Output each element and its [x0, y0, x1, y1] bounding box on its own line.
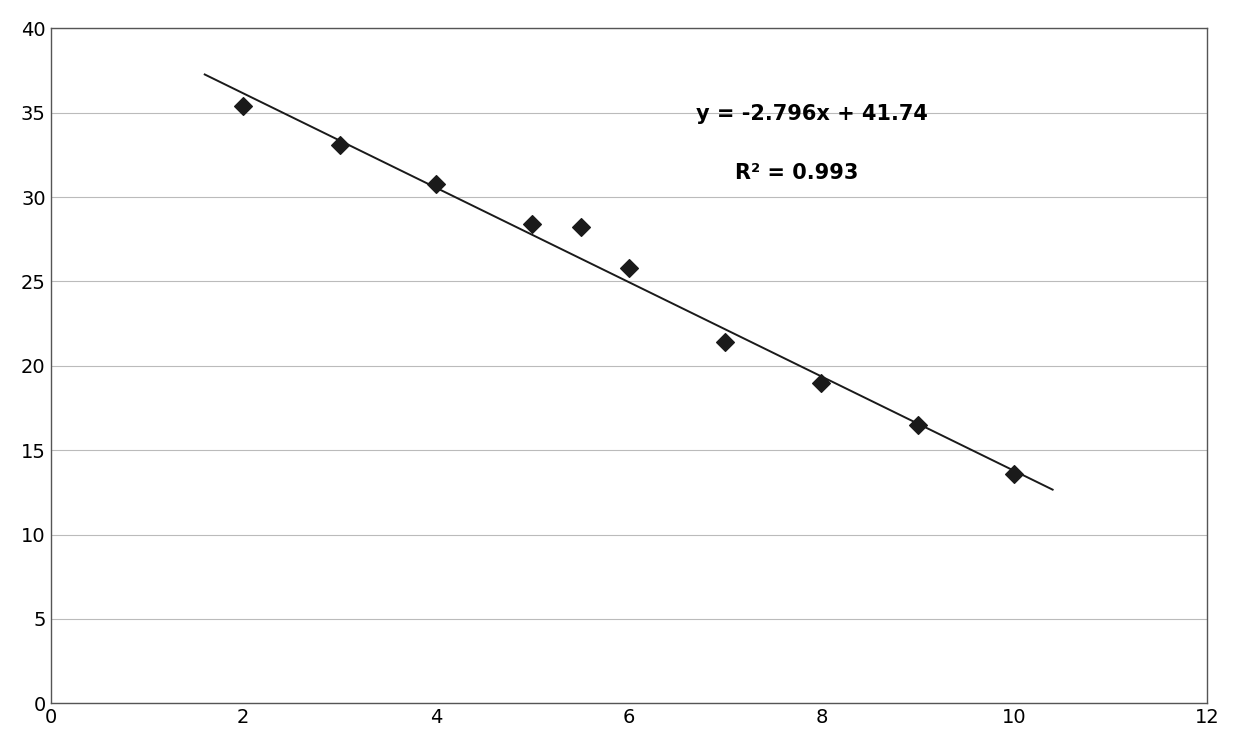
Point	[1004, 468, 1024, 479]
Point	[619, 262, 639, 274]
Point	[427, 177, 446, 189]
Point	[811, 377, 831, 389]
Text: R² = 0.993: R² = 0.993	[734, 163, 858, 183]
Point	[570, 221, 590, 233]
Point	[908, 419, 928, 431]
Point	[715, 336, 735, 348]
Point	[233, 100, 253, 112]
Point	[330, 139, 350, 151]
Text: y = -2.796x + 41.74: y = -2.796x + 41.74	[696, 104, 928, 124]
Point	[522, 218, 542, 230]
